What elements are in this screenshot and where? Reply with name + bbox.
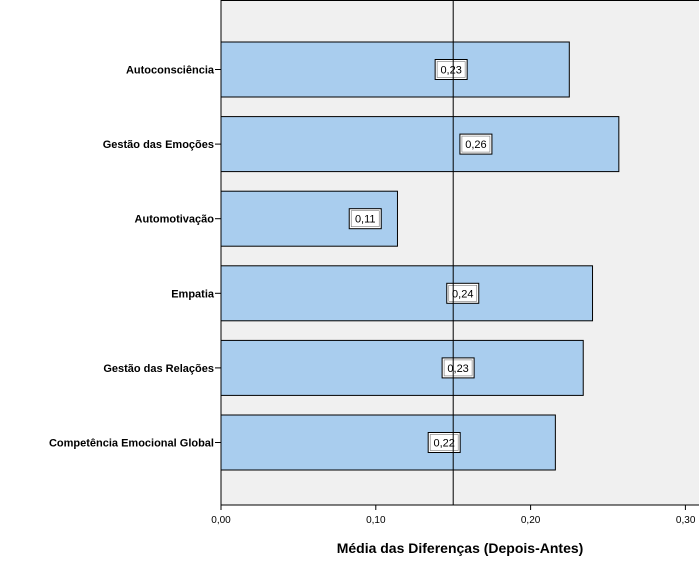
data-label-box	[348, 208, 382, 230]
data-label-box	[441, 357, 475, 379]
bars-layer	[220, 41, 620, 471]
bar	[220, 339, 584, 396]
data-label-box	[427, 432, 461, 453]
data-label: 0,23	[440, 65, 461, 77]
x-axis-title: Média das Diferenças (Depois-Antes)	[337, 540, 584, 556]
data-label-box	[459, 133, 493, 155]
data-labels-layer: 0,23 0,26 0,11 0,24 0,23 0,22	[348, 59, 493, 453]
data-label-inner-box	[350, 210, 380, 227]
data-label-inner-box	[429, 434, 459, 451]
category-label: Autoconsciência	[126, 65, 215, 77]
axes-layer: Autoconsciência Gestão das Emoções Automot…	[49, 0, 699, 526]
data-label: 0,26	[465, 139, 486, 151]
category-label: Gestão das Emoções	[103, 139, 214, 151]
data-label-box	[434, 59, 468, 80]
x-tick-label: 0,30	[676, 515, 696, 526]
category-label: Empatia	[171, 288, 215, 300]
category-label: Competência Emocional Global	[49, 438, 214, 450]
data-label-inner-box	[436, 61, 466, 78]
bar	[220, 414, 556, 471]
x-tick-label: 0,10	[366, 515, 386, 526]
data-label: 0,24	[452, 288, 473, 300]
category-label: Gestão das Relações	[103, 363, 214, 375]
category-label: Automotivação	[135, 214, 215, 226]
data-label: 0,23	[447, 363, 468, 375]
bar	[220, 41, 570, 98]
bar	[220, 116, 620, 173]
x-tick-label: 0,00	[211, 515, 231, 526]
data-label-inner-box	[461, 135, 491, 153]
data-label: 0,22	[433, 438, 454, 450]
x-tick-label: 0,20	[521, 515, 541, 526]
data-label-inner-box	[443, 359, 473, 377]
bar	[220, 265, 594, 322]
data-label: 0,11	[355, 214, 376, 226]
data-label-box	[446, 282, 480, 304]
data-label-inner-box	[448, 284, 478, 302]
